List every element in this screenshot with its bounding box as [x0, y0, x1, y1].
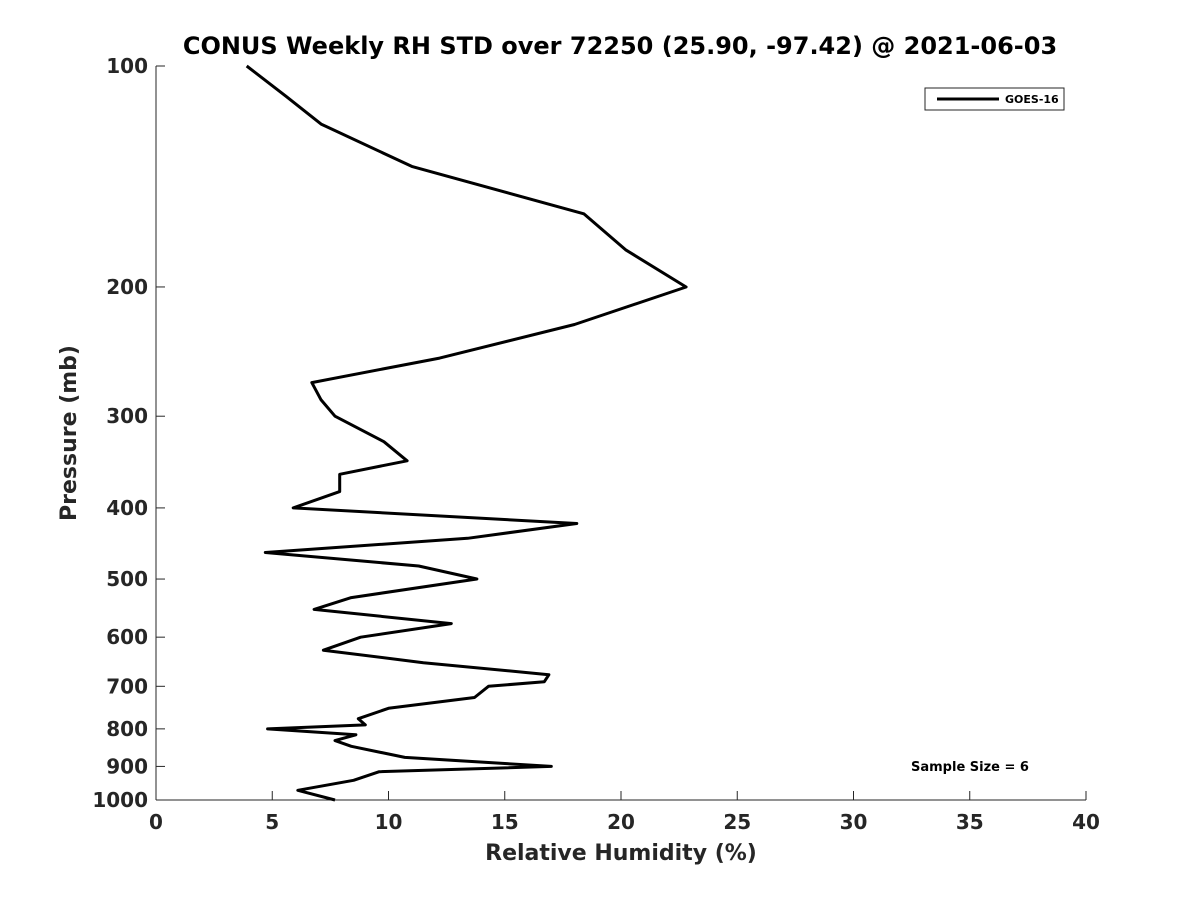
- y-tick-label: 200: [106, 275, 148, 299]
- y-ticks: 100 200 300 400 500 600 700 800 900 1000: [92, 54, 165, 812]
- x-tick-label: 25: [723, 810, 751, 834]
- y-tick-label: 400: [106, 496, 148, 520]
- axes: [155, 66, 1086, 801]
- y-tick-label: 500: [106, 567, 148, 591]
- y-tick-label: 900: [106, 754, 148, 778]
- x-tick-label: 0: [149, 810, 163, 834]
- x-tick-label: 35: [956, 810, 984, 834]
- legend-label: GOES-16: [1005, 93, 1059, 106]
- chart-title: CONUS Weekly RH STD over 72250 (25.90, -…: [183, 32, 1057, 60]
- y-tick-label: 1000: [92, 788, 148, 812]
- y-axis-label: Pressure (mb): [57, 345, 82, 521]
- legend: GOES-16: [924, 87, 1065, 111]
- x-ticks: 0 5 10 15 20 25 30 35 40: [149, 791, 1100, 834]
- x-tick-label: 30: [840, 810, 868, 834]
- y-tick-label: 800: [106, 717, 148, 741]
- series-line-goes-16: [245, 64, 688, 802]
- y-tick-label: 700: [106, 674, 148, 698]
- x-tick-label: 10: [375, 810, 403, 834]
- y-tick-label: 300: [106, 404, 148, 428]
- sample-size-annotation: Sample Size = 6: [911, 760, 1029, 775]
- x-tick-label: 5: [265, 810, 279, 834]
- x-tick-label: 20: [607, 810, 635, 834]
- x-tick-label: 40: [1072, 810, 1100, 834]
- series-layer: [245, 64, 688, 802]
- x-axis-label: Relative Humidity (%): [485, 841, 757, 866]
- y-tick-label: 100: [106, 54, 148, 78]
- y-tick-label: 600: [106, 625, 148, 649]
- x-tick-label: 15: [491, 810, 519, 834]
